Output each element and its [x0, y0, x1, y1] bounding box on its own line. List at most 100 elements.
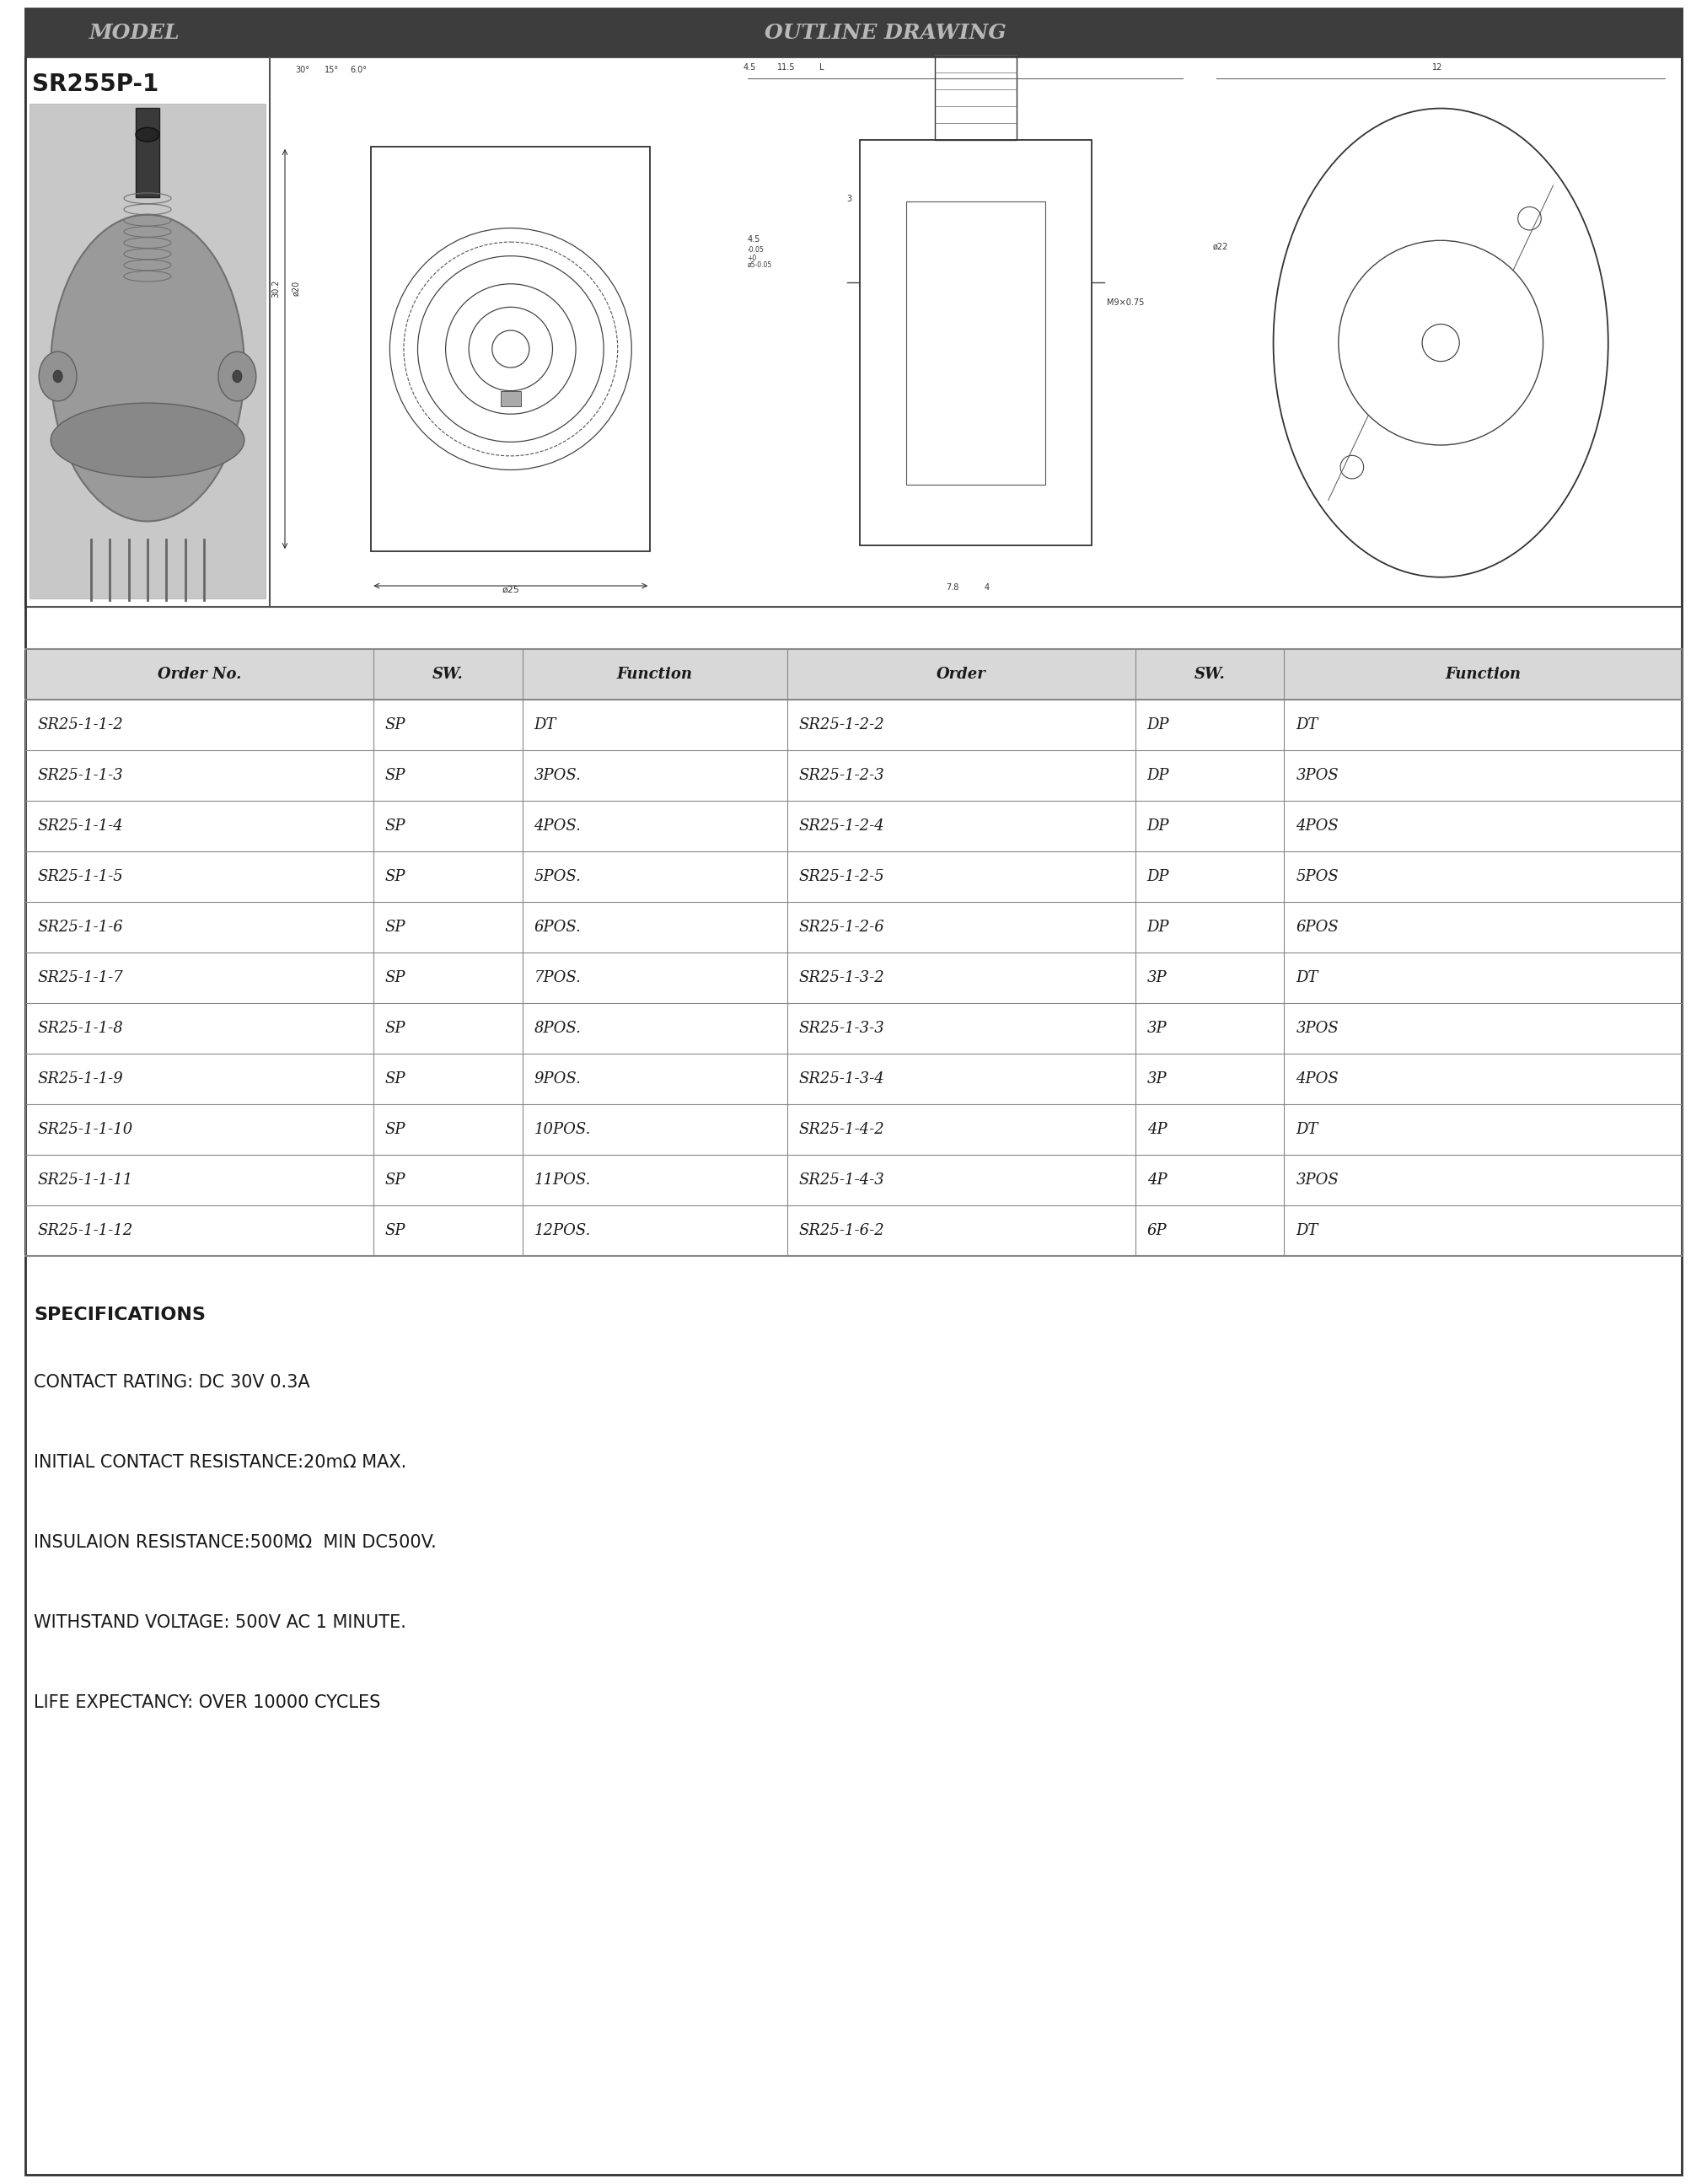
Text: SP: SP: [386, 819, 406, 834]
Text: ø25: ø25: [502, 585, 519, 594]
Text: SP: SP: [386, 1020, 406, 1035]
Text: 4: 4: [985, 583, 990, 592]
Text: 8POS.: 8POS.: [534, 1020, 580, 1035]
Text: ø5-0.05: ø5-0.05: [748, 260, 772, 269]
Text: M9×0.75: M9×0.75: [1108, 297, 1145, 306]
Text: SR25-1-4-2: SR25-1-4-2: [799, 1123, 884, 1138]
Text: SR25-1-1-7: SR25-1-1-7: [38, 970, 123, 985]
Text: SW.: SW.: [432, 666, 463, 681]
Text: DT: DT: [1296, 1223, 1318, 1238]
Text: SR25-1-1-6: SR25-1-1-6: [38, 919, 123, 935]
Ellipse shape: [232, 369, 242, 382]
Ellipse shape: [53, 369, 63, 382]
Text: 4POS: 4POS: [1296, 819, 1338, 834]
Text: SP: SP: [386, 1123, 406, 1138]
Text: DP: DP: [1147, 919, 1169, 935]
Text: Order No.: Order No.: [157, 666, 241, 681]
Text: SR25-1-3-4: SR25-1-3-4: [799, 1072, 884, 1085]
Bar: [29, 103, 266, 598]
Text: 6.0°: 6.0°: [350, 66, 367, 74]
Text: LIFE EXPECTANCY: OVER 10000 CYCLES: LIFE EXPECTANCY: OVER 10000 CYCLES: [34, 1695, 381, 1710]
Text: SR25-1-1-9: SR25-1-1-9: [38, 1072, 123, 1085]
Text: SP: SP: [386, 919, 406, 935]
Text: SR25-1-1-5: SR25-1-1-5: [38, 869, 123, 885]
Text: 4.5: 4.5: [748, 236, 760, 242]
Text: SR25-1-1-10: SR25-1-1-10: [38, 1123, 133, 1138]
Text: MODEL: MODEL: [89, 22, 181, 44]
Text: SP: SP: [386, 1223, 406, 1238]
Text: SR255P-1: SR255P-1: [32, 72, 159, 96]
Text: 7.8: 7.8: [946, 583, 959, 592]
Bar: [500, 391, 521, 406]
Text: 4.5: 4.5: [743, 63, 756, 72]
Text: SR25-1-1-12: SR25-1-1-12: [38, 1223, 133, 1238]
Text: SR25-1-6-2: SR25-1-6-2: [799, 1223, 884, 1238]
Text: WITHSTAND VOLTAGE: 500V AC 1 MINUTE.: WITHSTAND VOLTAGE: 500V AC 1 MINUTE.: [34, 1614, 406, 1631]
Text: 3POS: 3POS: [1296, 1173, 1338, 1188]
Text: INITIAL CONTACT RESISTANCE:20mΩ MAX.: INITIAL CONTACT RESISTANCE:20mΩ MAX.: [34, 1455, 406, 1470]
Text: 3POS: 3POS: [1296, 1020, 1338, 1035]
Text: SP: SP: [386, 1072, 406, 1085]
Text: SR25-1-2-5: SR25-1-2-5: [799, 869, 884, 885]
Text: DP: DP: [1147, 869, 1169, 885]
Text: 12POS.: 12POS.: [534, 1223, 591, 1238]
Text: SPECIFICATIONS: SPECIFICATIONS: [34, 1306, 205, 1324]
Text: 4POS: 4POS: [1296, 1072, 1338, 1085]
Bar: [906, 201, 1045, 485]
Text: 3POS: 3POS: [1296, 769, 1338, 784]
Text: SR25-1-1-2: SR25-1-1-2: [38, 716, 123, 732]
Ellipse shape: [218, 352, 256, 402]
Text: 11.5: 11.5: [777, 63, 795, 72]
Text: DT: DT: [1296, 716, 1318, 732]
Text: Order: Order: [937, 666, 987, 681]
Text: 6P: 6P: [1147, 1223, 1168, 1238]
Text: SR25-1-1-4: SR25-1-1-4: [38, 819, 123, 834]
Text: 3: 3: [847, 194, 852, 203]
Text: 5POS.: 5POS.: [534, 869, 580, 885]
Text: SR25-1-1-3: SR25-1-1-3: [38, 769, 123, 784]
Text: DT: DT: [534, 716, 556, 732]
Text: SP: SP: [386, 1173, 406, 1188]
Text: DT: DT: [1296, 970, 1318, 985]
Bar: [26, 9, 1681, 57]
Text: Function: Function: [616, 666, 693, 681]
Ellipse shape: [39, 352, 77, 402]
Text: SR25-1-3-3: SR25-1-3-3: [799, 1020, 884, 1035]
Bar: [859, 140, 1092, 546]
Text: 5POS: 5POS: [1296, 869, 1338, 885]
Text: SR25-1-2-4: SR25-1-2-4: [799, 819, 884, 834]
Text: OUTLINE DRAWING: OUTLINE DRAWING: [765, 22, 1005, 44]
Text: CONTACT RATING: DC 30V 0.3A: CONTACT RATING: DC 30V 0.3A: [34, 1374, 311, 1391]
Text: SR25-1-4-3: SR25-1-4-3: [799, 1173, 884, 1188]
Text: 12: 12: [1432, 63, 1442, 72]
Text: 6POS.: 6POS.: [534, 919, 580, 935]
Ellipse shape: [51, 404, 244, 478]
Text: DP: DP: [1147, 716, 1169, 732]
Text: 30°: 30°: [295, 66, 309, 74]
Ellipse shape: [51, 214, 244, 522]
Text: 11POS.: 11POS.: [534, 1173, 591, 1188]
Text: SR25-1-2-3: SR25-1-2-3: [799, 769, 884, 784]
Text: SR25-1-3-2: SR25-1-3-2: [799, 970, 884, 985]
Text: 3P: 3P: [1147, 1020, 1168, 1035]
Text: SP: SP: [386, 970, 406, 985]
Text: ø20: ø20: [292, 280, 300, 295]
Text: 4P: 4P: [1147, 1173, 1168, 1188]
Text: 3POS.: 3POS.: [534, 769, 580, 784]
Text: -0.05: -0.05: [748, 247, 765, 253]
Text: DP: DP: [1147, 819, 1169, 834]
Text: Function: Function: [1446, 666, 1521, 681]
Text: SW.: SW.: [1195, 666, 1226, 681]
Bar: [26, 57, 1681, 607]
Text: 4P: 4P: [1147, 1123, 1168, 1138]
Bar: [935, 55, 1016, 140]
Text: L: L: [819, 63, 824, 72]
Text: SP: SP: [386, 716, 406, 732]
Text: SP: SP: [386, 869, 406, 885]
Text: DP: DP: [1147, 769, 1169, 784]
Text: SR25-1-1-8: SR25-1-1-8: [38, 1020, 123, 1035]
Text: 4POS.: 4POS.: [534, 819, 580, 834]
Text: SR25-1-2-6: SR25-1-2-6: [799, 919, 884, 935]
Text: 7POS.: 7POS.: [534, 970, 580, 985]
Text: INSULAION RESISTANCE:500MΩ  MIN DC500V.: INSULAION RESISTANCE:500MΩ MIN DC500V.: [34, 1533, 437, 1551]
